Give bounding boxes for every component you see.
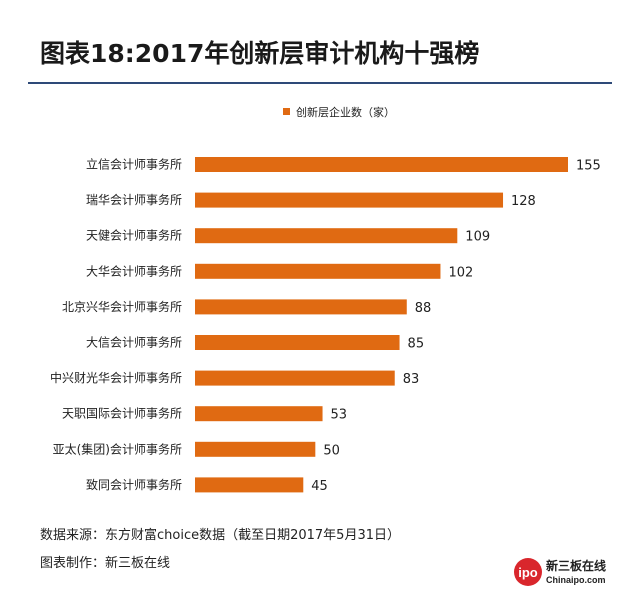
category-label: 北京兴华会计师事务所 <box>62 299 182 314</box>
category-label: 大信会计师事务所 <box>86 335 182 350</box>
bar <box>195 157 568 172</box>
data-label: 155 <box>576 159 601 174</box>
category-label: 立信会计师事务所 <box>86 157 182 172</box>
bar <box>195 441 316 457</box>
data-label: 102 <box>448 265 473 280</box>
legend-swatch <box>283 108 290 115</box>
category-label: 亚太(集团)会计师事务所 <box>53 441 182 456</box>
category-label: 天健会计师事务所 <box>86 228 182 243</box>
category-label: 瑞华会计师事务所 <box>86 192 182 207</box>
category-label: 天职国际会计师事务所 <box>62 406 182 421</box>
category-label: 中兴财光华会计师事务所 <box>50 370 182 385</box>
logo-name: 新三板在线 <box>546 558 606 573</box>
data-label: 50 <box>323 443 340 458</box>
data-label: 85 <box>408 337 425 352</box>
data-label: 128 <box>511 194 536 209</box>
bar <box>195 370 395 386</box>
chinaipo-logo: ipo 新三板在线 Chinaipo.com <box>514 558 606 586</box>
title-divider <box>28 82 612 84</box>
category-label: 大华会计师事务所 <box>86 263 182 278</box>
bar <box>195 192 504 208</box>
category-label: 致同会计师事务所 <box>86 477 182 492</box>
bar <box>195 477 304 493</box>
data-label: 109 <box>465 230 490 245</box>
logo-site: Chinaipo.com <box>546 575 606 585</box>
bar <box>195 299 407 315</box>
bar <box>195 406 323 422</box>
legend-label: 创新层企业数（家） <box>296 105 395 119</box>
bar <box>195 228 458 244</box>
logo-badge-icon <box>514 558 542 586</box>
data-source-note: 数据来源：东方财富choice数据（截至日期2017年5月31日） <box>40 528 400 543</box>
bar-chart: 创新层企业数（家） 立信会计师事务所 155 瑞华会计师事务所 128 天健会计师事务所 1… <box>50 105 601 494</box>
data-label: 45 <box>311 479 328 494</box>
data-label: 88 <box>415 301 432 316</box>
data-label: 83 <box>403 372 420 387</box>
logo-badge-text: ipo <box>518 565 538 580</box>
data-label: 53 <box>331 408 348 423</box>
chart-maker-note: 图表制作：新三板在线 <box>40 556 171 571</box>
bar <box>195 335 400 350</box>
bar <box>195 263 441 279</box>
chart-title: 图表18:2017年创新层审计机构十强榜 <box>40 39 480 68</box>
